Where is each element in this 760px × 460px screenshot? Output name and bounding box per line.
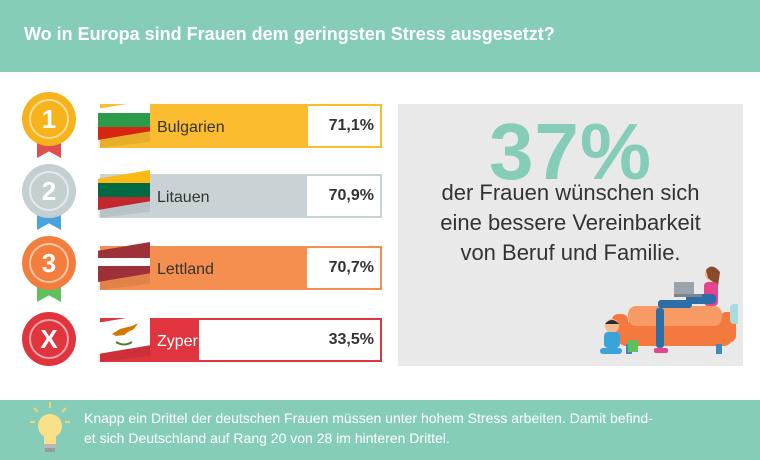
stat-percent: 37% [488, 107, 653, 196]
cyprus-map-icon [112, 323, 138, 346]
country-label: Bulgarien [157, 119, 225, 136]
header-banner: Wo in Europa sind Frauen dem geringsten … [0, 0, 760, 72]
footer-line: Knapp ein Drittel der deutschen Frauen m… [84, 410, 653, 426]
stat-line: der Frauen wünschen sich [441, 180, 700, 205]
stat-text: der Frauen wünschen sich eine bessere Ve… [408, 178, 733, 268]
bar-litauen: Litauen 70,9% [100, 174, 382, 218]
lightbulb-icon [30, 402, 70, 452]
rank-row-litauen: 2 Litauen 70,9% [0, 160, 400, 230]
country-label: Litauen [157, 189, 210, 206]
rank-label: 1 [29, 99, 69, 139]
rank-label: X [29, 319, 69, 359]
medal-icon-bronze: 3 [22, 236, 76, 290]
medal-icon-cross: X [22, 312, 76, 366]
footer-note: Knapp ein Drittel der deutschen Frauen m… [84, 408, 748, 448]
ranking-chart: 1 Bulgarien 71,1% 2 Litauen 70,9% [0, 88, 400, 378]
value-label: 70,7% [308, 248, 380, 288]
flag-lithuania-icon [98, 170, 150, 210]
woman-laptop-sofa-illustration [600, 266, 738, 354]
rank-label: 2 [29, 171, 69, 211]
stat-line: eine bessere Vereinbarkeit [440, 210, 701, 235]
rank-row-lettland: 3 Lettland 70,7% [0, 232, 400, 302]
medal-icon-gold: 1 [22, 92, 76, 146]
footer-line: et sich Deutschland auf Rang 20 von 28 i… [84, 430, 450, 446]
value-label: 33,5% [308, 320, 380, 360]
stat-line: von Beruf und Familie. [460, 240, 681, 265]
footer-banner: Knapp ein Drittel der deutschen Frauen m… [0, 400, 760, 460]
value-label: 70,9% [308, 176, 380, 216]
page-title: Wo in Europa sind Frauen dem geringsten … [24, 24, 555, 44]
value-label: 71,1% [308, 106, 380, 146]
medal-icon-silver: 2 [22, 164, 76, 218]
bar-lettland: Lettland 70,7% [100, 246, 382, 290]
country-label: Zypern [157, 333, 207, 350]
rank-label: 3 [29, 243, 69, 283]
rank-row-zypern: X Zypern 33,5% [0, 304, 400, 374]
rank-row-bulgarien: 1 Bulgarien 71,1% [0, 88, 400, 158]
country-label: Lettland [157, 261, 214, 278]
stat-panel: 37% der Frauen wünschen sich eine besser… [398, 104, 743, 366]
